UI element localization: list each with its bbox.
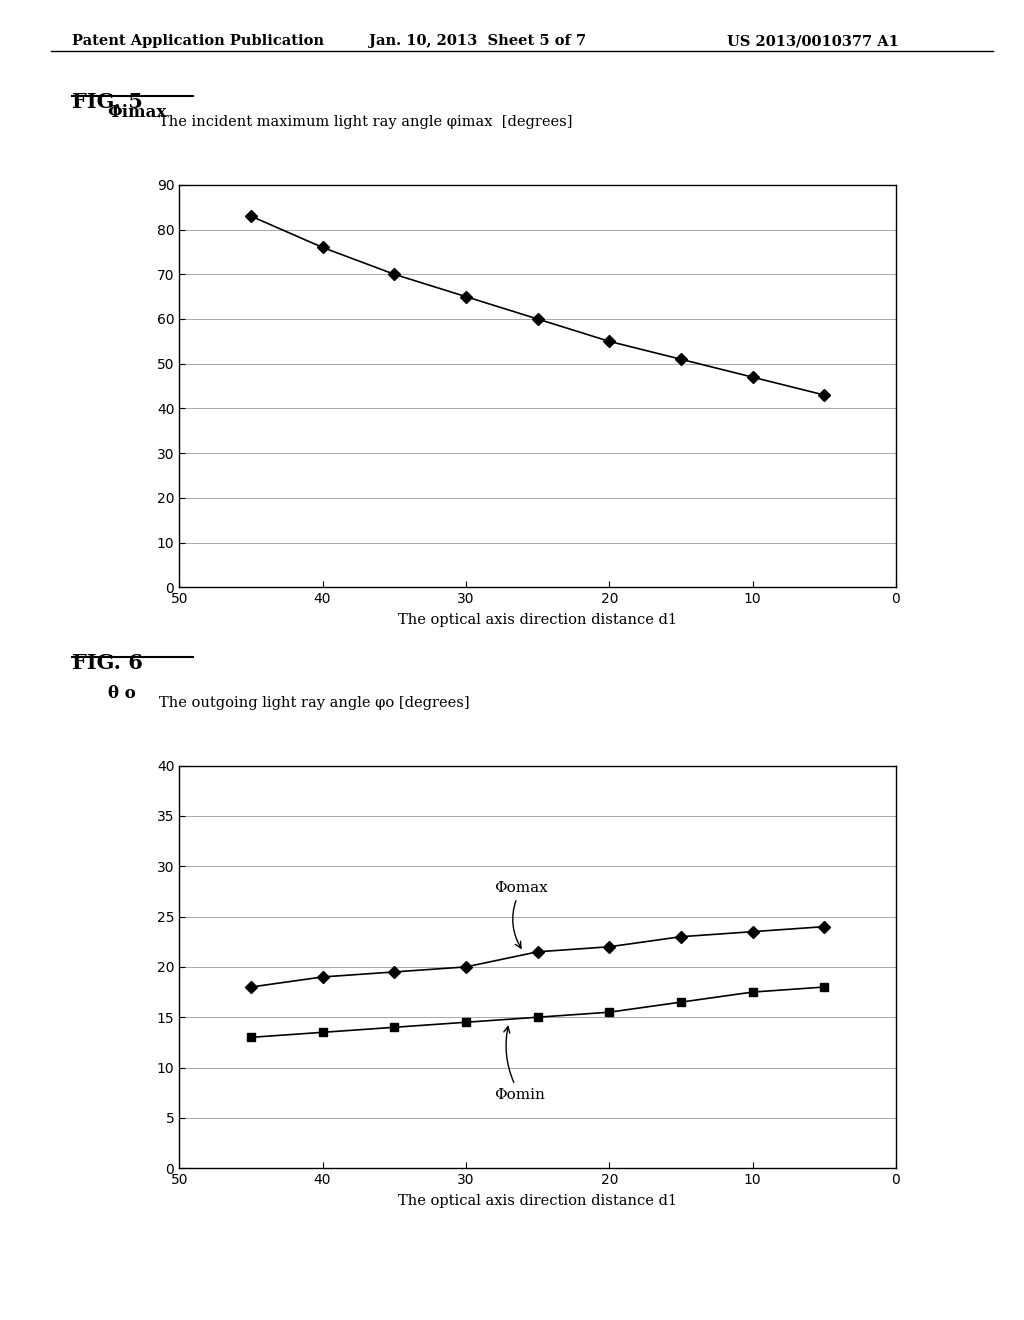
Text: Φimax: Φimax	[108, 104, 167, 121]
X-axis label: The optical axis direction distance d1: The optical axis direction distance d1	[398, 614, 677, 627]
Text: US 2013/0010377 A1: US 2013/0010377 A1	[727, 34, 899, 49]
Text: The incident maximum light ray angle φimax  [degrees]: The incident maximum light ray angle φim…	[159, 115, 572, 129]
Text: θ o: θ o	[108, 685, 135, 702]
Text: FIG. 6: FIG. 6	[72, 653, 142, 673]
Text: Patent Application Publication: Patent Application Publication	[72, 34, 324, 49]
Text: Φomin: Φomin	[495, 1027, 546, 1102]
Text: FIG. 5: FIG. 5	[72, 92, 142, 112]
Text: The outgoing light ray angle φo [degrees]: The outgoing light ray angle φo [degrees…	[159, 696, 469, 710]
Text: Φomax: Φomax	[495, 882, 548, 948]
X-axis label: The optical axis direction distance d1: The optical axis direction distance d1	[398, 1195, 677, 1208]
Text: Jan. 10, 2013  Sheet 5 of 7: Jan. 10, 2013 Sheet 5 of 7	[369, 34, 586, 49]
